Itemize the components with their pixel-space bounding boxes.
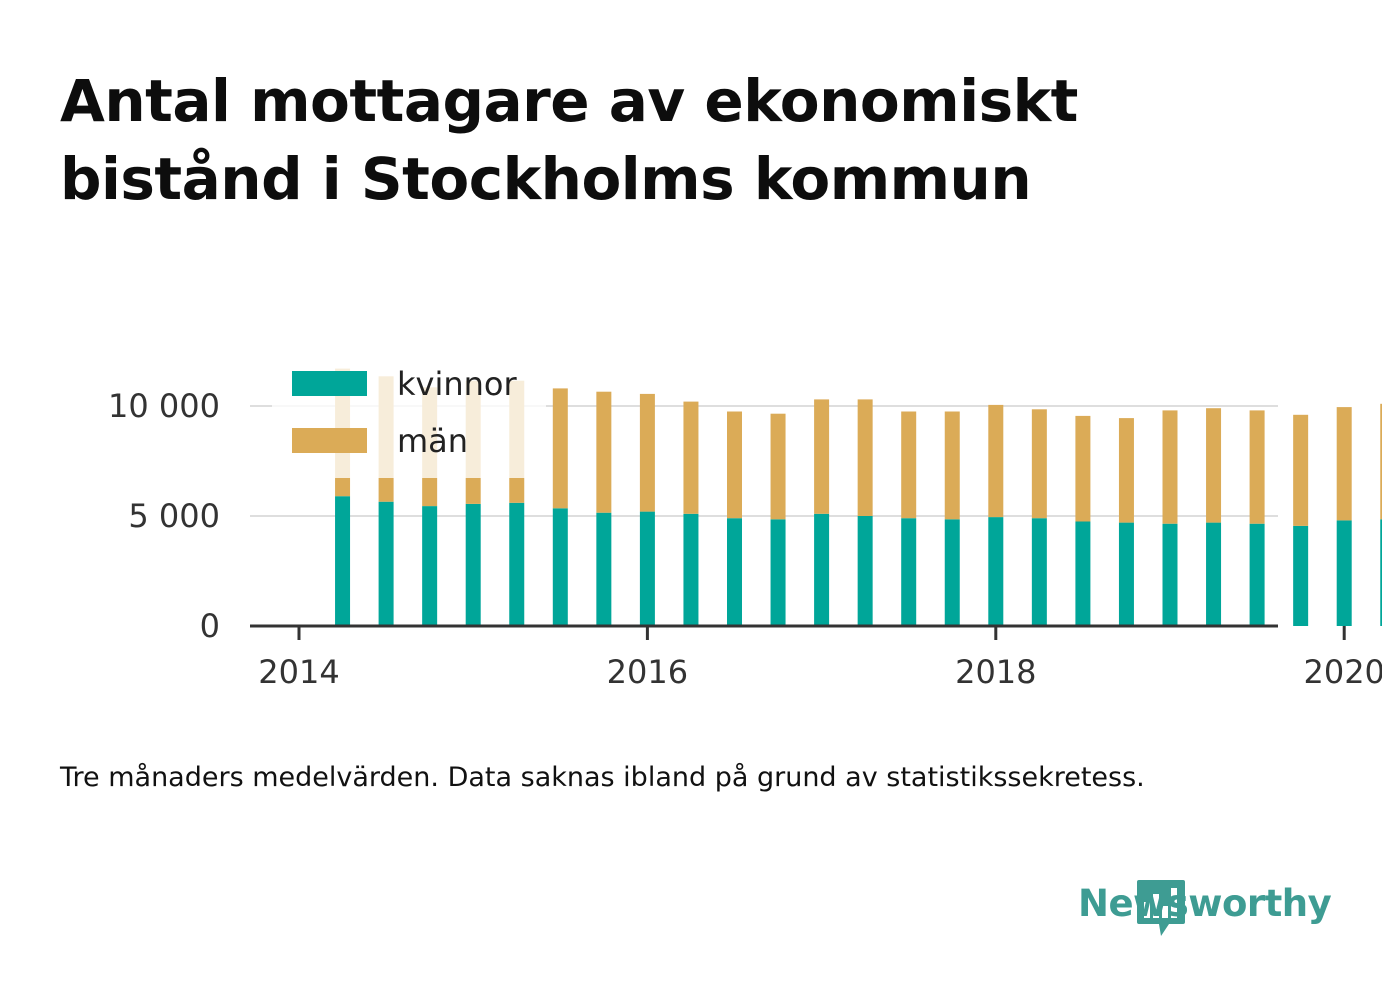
- bar-kvinnor: [1206, 522, 1222, 626]
- bar-man: [770, 413, 786, 520]
- bar-kvinnor: [683, 513, 699, 626]
- bar-kvinnor: [901, 518, 917, 626]
- bar-kvinnor: [335, 496, 351, 626]
- legend-label-man: män: [397, 422, 468, 460]
- bar-man: [944, 411, 960, 520]
- bar-man: [1380, 403, 1382, 520]
- bar-man: [1118, 418, 1134, 523]
- y-tick-label: 5 000: [128, 497, 220, 535]
- bar-man: [727, 411, 742, 519]
- bar-kvinnor: [1031, 518, 1047, 626]
- bar-kvinnor: [552, 508, 568, 626]
- bar-kvinnor: [1249, 523, 1265, 626]
- bar-kvinnor: [422, 506, 438, 626]
- bar-man: [988, 404, 1004, 518]
- bar-man: [1206, 408, 1222, 523]
- bar-man: [1293, 414, 1309, 526]
- bar-kvinnor: [727, 518, 742, 626]
- bar-man: [1162, 410, 1178, 524]
- legend-swatch-man: [292, 428, 367, 453]
- x-tick-label: 2016: [607, 653, 688, 691]
- bar-kvinnor: [770, 519, 786, 626]
- bar-kvinnor: [944, 519, 960, 626]
- bar-man: [596, 391, 612, 513]
- bar-man: [1249, 410, 1265, 524]
- bar-man: [1336, 407, 1352, 521]
- x-tick-label: 2014: [258, 653, 339, 691]
- y-tick-label: 10 000: [108, 387, 220, 425]
- bar-kvinnor: [988, 517, 1004, 626]
- bar-kvinnor: [814, 513, 830, 626]
- bar-man: [1031, 409, 1047, 519]
- title-line-1: Antal mottagare av ekonomiskt: [60, 67, 1078, 135]
- bar-man: [639, 393, 655, 512]
- bar-kvinnor: [1336, 520, 1352, 626]
- bar-kvinnor: [1380, 519, 1382, 626]
- newsworthy-logo: [1137, 880, 1185, 936]
- title-line-2: bistånd i Stockholms kommun: [60, 145, 1032, 213]
- page-title: Antal mottagare av ekonomiskt bistånd i …: [60, 62, 1320, 218]
- bar-kvinnor: [465, 503, 481, 626]
- bar-man: [814, 399, 830, 514]
- bar-kvinnor: [1075, 521, 1091, 626]
- bar-man: [1075, 415, 1091, 522]
- bar-kvinnor: [1118, 522, 1134, 626]
- bar-kvinnor: [1293, 525, 1309, 626]
- legend-swatch-kvinnor: [292, 371, 367, 396]
- bar-kvinnor: [857, 516, 873, 626]
- bar-man: [552, 388, 568, 509]
- x-tick-label: 2020: [1303, 653, 1382, 691]
- bar-man: [683, 401, 699, 514]
- bar-man: [901, 411, 917, 519]
- chart-footnote: Tre månaders medelvärden. Data saknas ib…: [60, 762, 1145, 793]
- legend-label-kvinnor: kvinnor: [397, 365, 518, 403]
- bar-kvinnor: [639, 511, 655, 626]
- logo-wordmark: Newsworthy: [1078, 882, 1332, 925]
- bar-kvinnor: [509, 502, 525, 626]
- bar-man: [857, 399, 873, 516]
- x-tick-label: 2018: [955, 653, 1036, 691]
- bar-chart-speech-bubble-icon: [1137, 880, 1185, 936]
- bar-kvinnor: [378, 501, 394, 626]
- bar-kvinnor: [1162, 523, 1178, 626]
- bar-kvinnor: [596, 512, 612, 626]
- y-tick-label: 0: [200, 607, 220, 645]
